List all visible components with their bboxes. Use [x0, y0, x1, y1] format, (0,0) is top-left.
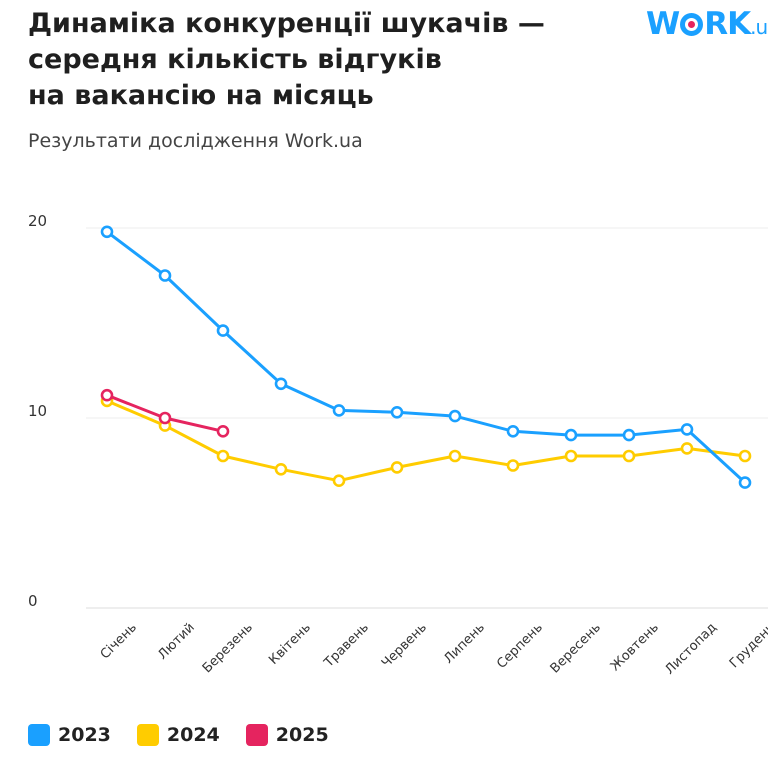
x-tick-label: Листопад	[662, 620, 720, 678]
x-tick-label: Грудень	[727, 620, 768, 671]
logo-letter-w: W	[646, 6, 680, 42]
chart-title-line-1: Динаміка конкуренції шукачів —	[28, 8, 545, 39]
y-tick-label: 20	[28, 212, 47, 230]
legend-swatch	[28, 724, 50, 746]
legend-label: 2024	[166, 724, 220, 746]
x-tick-label: Травень	[321, 620, 372, 671]
legend-label: 2025	[275, 724, 329, 746]
data-point-2023	[390, 405, 404, 419]
data-point-2023	[448, 409, 462, 423]
x-tick-label: Січень	[98, 620, 140, 662]
data-point-2023	[216, 324, 230, 337]
x-tick-label: Серпень	[494, 620, 546, 672]
legend-item-2025: 2025	[245, 724, 329, 746]
data-point-2025	[100, 388, 114, 402]
data-point-2024	[622, 449, 636, 463]
data-point-2024	[332, 474, 346, 488]
x-tick-label: Вересень	[548, 620, 604, 676]
data-point-2023	[622, 428, 636, 442]
legend-swatch	[245, 724, 268, 746]
x-tick-label: Червень	[379, 620, 430, 671]
data-point-2023	[680, 423, 694, 436]
series-line-2024	[105, 399, 747, 483]
data-point-2024	[390, 461, 404, 474]
work-ua-logo: W RK.ua	[646, 6, 768, 42]
x-tick-label: Березень	[200, 620, 256, 676]
data-point-2023	[274, 377, 288, 391]
legend-swatch	[136, 724, 159, 746]
series-line-2023	[105, 230, 747, 485]
data-point-2023	[738, 476, 752, 489]
legend-label: 2023	[58, 724, 111, 746]
data-point-2023	[332, 404, 346, 417]
legend-item-2024: 2024	[136, 724, 220, 746]
data-point-2024	[448, 449, 462, 463]
data-point-2023	[100, 225, 114, 239]
y-tick-label: 0	[28, 592, 38, 610]
chart-title-line-2: середня кількість відгуків	[28, 44, 442, 75]
chart-title-line-3: на вакансію на місяць	[28, 80, 374, 111]
data-point-2024	[506, 459, 520, 472]
data-point-2025	[158, 411, 172, 425]
data-point-2024	[274, 462, 288, 476]
x-tick-label: Квітень	[266, 620, 314, 668]
data-point-2024	[564, 449, 578, 463]
data-point-2025	[216, 424, 230, 438]
line-chart: 0 10 20 Січень Лютий Березень Квітень Травень Че…	[28, 212, 768, 678]
x-tick-label: Жовтень	[608, 620, 662, 674]
x-tick-label: Лютий	[155, 620, 198, 663]
x-tick-label: Липень	[441, 620, 488, 667]
logo-letters-rk: RK	[704, 6, 751, 42]
chart-subtitle: Результати дослідження Work.ua	[28, 130, 363, 152]
chart-title: Динаміка конкуренції шукачів — середня к…	[28, 6, 618, 114]
legend-item-2023: 2023	[28, 724, 111, 746]
data-point-2023	[158, 269, 172, 282]
chart-legend: 2023 2024 2025	[28, 724, 329, 746]
data-point-2024	[216, 449, 230, 463]
logo-target-icon	[680, 13, 704, 36]
data-point-2023	[506, 424, 520, 438]
data-point-2023	[564, 428, 578, 442]
y-tick-label: 10	[28, 402, 47, 420]
logo-domain: .ua	[750, 15, 768, 39]
data-point-2024	[738, 449, 752, 463]
data-point-2024	[680, 442, 694, 455]
